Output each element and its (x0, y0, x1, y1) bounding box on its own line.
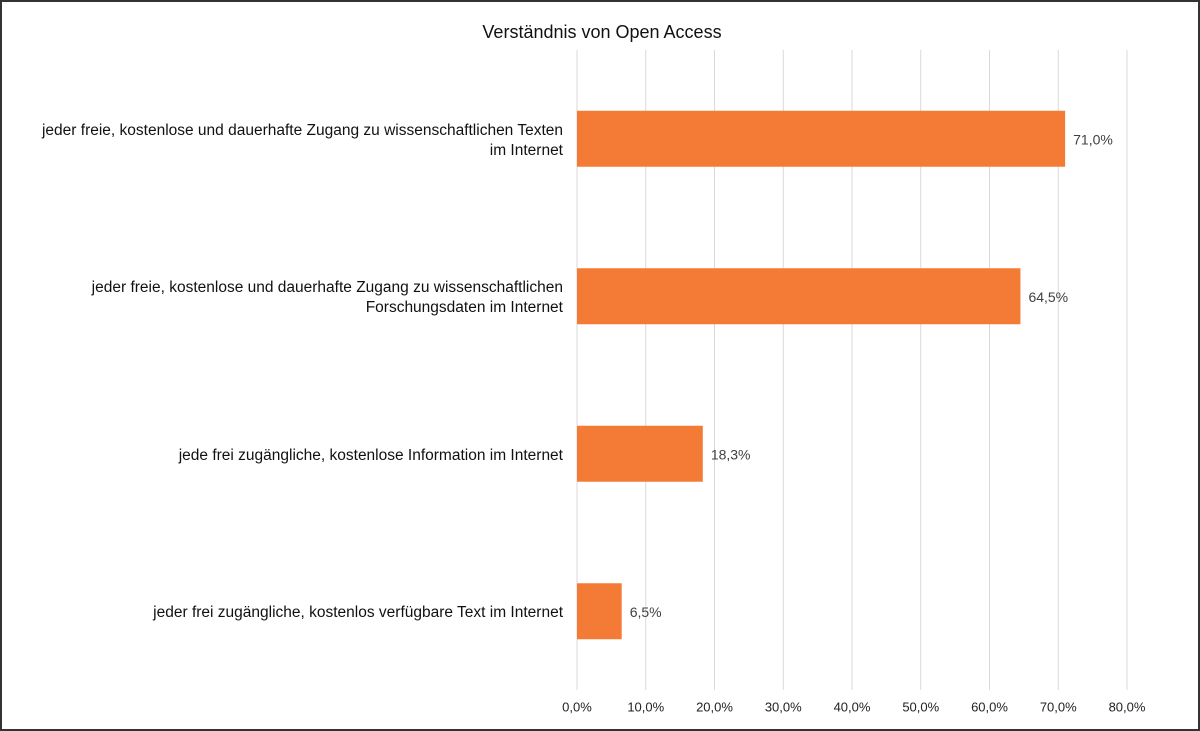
chart-title: Verständnis von Open Access (482, 22, 721, 42)
x-tick-label: 60,0% (971, 699, 1008, 714)
value-label: 18,3% (711, 446, 751, 462)
category-label: jeder frei zugängliche, kostenlos verfüg… (153, 604, 563, 622)
x-tick-label: 50,0% (902, 699, 939, 714)
x-tick-label: 70,0% (1040, 699, 1077, 714)
x-tick-label: 80,0% (1109, 699, 1146, 714)
x-tick-label: 30,0% (765, 699, 802, 714)
category-label: jeder freie, kostenlose und dauerhafte Z… (41, 121, 563, 159)
x-tick-label: 20,0% (696, 699, 733, 714)
bar (577, 268, 1021, 325)
value-label: 64,5% (1028, 289, 1068, 305)
category-label: jede frei zugängliche, kostenlose Inform… (178, 446, 563, 464)
bar (577, 583, 622, 640)
x-tick-label: 10,0% (627, 699, 664, 714)
value-label: 71,0% (1073, 131, 1113, 147)
x-tick-label: 0,0% (562, 699, 592, 714)
bar (577, 425, 703, 482)
x-tick-label: 40,0% (834, 699, 871, 714)
value-label: 6,5% (630, 604, 662, 620)
category-label: jeder freie, kostenlose und dauerhafte Z… (91, 279, 563, 317)
bar (577, 110, 1066, 167)
